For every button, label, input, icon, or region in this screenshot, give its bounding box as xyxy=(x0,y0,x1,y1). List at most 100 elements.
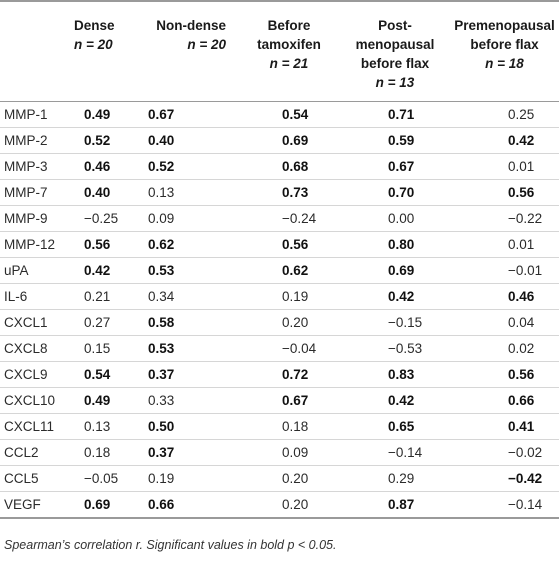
row-label: IL-6 xyxy=(0,283,70,310)
table-row: MMP-12 0.56 0.62 0.56 0.80 0.01 xyxy=(0,231,559,258)
row-label: CCL5 xyxy=(0,465,70,492)
table-cell: 0.20 xyxy=(238,465,340,492)
table-cell: 0.53 xyxy=(137,257,238,284)
table-cell: 0.42 xyxy=(450,127,559,154)
table-cell: 0.09 xyxy=(238,439,340,466)
row-label: MMP-3 xyxy=(0,153,70,180)
table-cell: 0.37 xyxy=(137,361,238,388)
table-cell: 0.41 xyxy=(450,413,559,440)
table-cell: 0.53 xyxy=(137,335,238,362)
table-cell: 0.13 xyxy=(70,413,137,440)
table-cell: 0.01 xyxy=(450,231,559,258)
table-cell: 0.49 xyxy=(70,387,137,414)
table-cell: 0.72 xyxy=(238,361,340,388)
row-label: CXCL1 xyxy=(0,309,70,336)
table-cell: 0.66 xyxy=(137,491,238,519)
table-cell: 0.56 xyxy=(450,179,559,206)
header-dense: Dense n = 20 xyxy=(70,0,137,102)
table-cell: −0.53 xyxy=(340,335,450,362)
table-row: MMP-2 0.52 0.40 0.69 0.59 0.42 xyxy=(0,127,559,154)
table-cell: 0.50 xyxy=(137,413,238,440)
table-header-row: Dense n = 20 Non-dense n = 20 Before tam… xyxy=(0,0,559,102)
table-cell: 0.46 xyxy=(70,153,137,180)
table-cell: 0.52 xyxy=(137,153,238,180)
row-label: MMP-12 xyxy=(0,231,70,258)
table-cell: 0.09 xyxy=(137,205,238,232)
row-label: MMP-9 xyxy=(0,205,70,232)
row-label: CXCL11 xyxy=(0,413,70,440)
table-cell: 0.80 xyxy=(340,231,450,258)
table-cell: 0.56 xyxy=(450,361,559,388)
table-cell: 0.33 xyxy=(137,387,238,414)
table-cell: −0.14 xyxy=(340,439,450,466)
table-row: CXCL9 0.54 0.37 0.72 0.83 0.56 xyxy=(0,361,559,388)
table-cell: 0.04 xyxy=(450,309,559,336)
header-before-tamoxifen: Before tamoxifen n = 21 xyxy=(238,0,340,102)
table-row: MMP-9 −0.25 0.09 −0.24 0.00 −0.22 xyxy=(0,205,559,232)
table-row: MMP-7 0.40 0.13 0.73 0.70 0.56 xyxy=(0,179,559,206)
table-cell: −0.22 xyxy=(450,205,559,232)
table-cell: 0.00 xyxy=(340,205,450,232)
table-cell: 0.67 xyxy=(238,387,340,414)
table-row: CXCL8 0.15 0.53 −0.04 −0.53 0.02 xyxy=(0,335,559,362)
table-cell: 0.27 xyxy=(70,309,137,336)
footnote: Spearman’s correlation r. Significant va… xyxy=(4,538,337,552)
row-label: CXCL8 xyxy=(0,335,70,362)
table-cell: 0.66 xyxy=(450,387,559,414)
header-postmenopausal: Post- menopausal before flax n = 13 xyxy=(340,0,450,102)
table-cell: 0.19 xyxy=(137,465,238,492)
table-row: uPA 0.42 0.53 0.62 0.69 −0.01 xyxy=(0,257,559,284)
table-cell: 0.42 xyxy=(340,283,450,310)
table-cell: 0.40 xyxy=(70,179,137,206)
table-row: MMP-1 0.49 0.67 0.54 0.71 0.25 xyxy=(0,101,559,128)
table-cell: 0.69 xyxy=(238,127,340,154)
table-cell: 0.18 xyxy=(70,439,137,466)
table-cell: −0.04 xyxy=(238,335,340,362)
table-row: CCL2 0.18 0.37 0.09 −0.14 −0.02 xyxy=(0,439,559,466)
row-label: CCL2 xyxy=(0,439,70,466)
table-row: CXCL11 0.13 0.50 0.18 0.65 0.41 xyxy=(0,413,559,440)
table-row: CXCL1 0.27 0.58 0.20 −0.15 0.04 xyxy=(0,309,559,336)
row-label: CXCL9 xyxy=(0,361,70,388)
table-row: CCL5 −0.05 0.19 0.20 0.29 −0.42 xyxy=(0,465,559,492)
table-row: MMP-3 0.46 0.52 0.68 0.67 0.01 xyxy=(0,153,559,180)
table-cell: 0.59 xyxy=(340,127,450,154)
table-cell: 0.37 xyxy=(137,439,238,466)
header-non-dense: Non-dense n = 20 xyxy=(137,0,238,102)
table-cell: −0.24 xyxy=(238,205,340,232)
table-cell: 0.71 xyxy=(340,101,450,128)
row-label: MMP-7 xyxy=(0,179,70,206)
table-cell: 0.54 xyxy=(70,361,137,388)
table-cell: 0.56 xyxy=(70,231,137,258)
table-cell: 0.68 xyxy=(238,153,340,180)
table-row: IL-6 0.21 0.34 0.19 0.42 0.46 xyxy=(0,283,559,310)
table-cell: 0.21 xyxy=(70,283,137,310)
row-label: MMP-1 xyxy=(0,101,70,128)
table-cell: −0.05 xyxy=(70,465,137,492)
table-cell: 0.58 xyxy=(137,309,238,336)
header-premenopausal: Premenopausal before flax n = 18 xyxy=(450,0,559,102)
table-cell: 0.65 xyxy=(340,413,450,440)
row-label: uPA xyxy=(0,257,70,284)
table-cell: 0.83 xyxy=(340,361,450,388)
table-cell: 0.19 xyxy=(238,283,340,310)
table-cell: 0.52 xyxy=(70,127,137,154)
table-cell: −0.14 xyxy=(450,491,559,519)
table-cell: 0.25 xyxy=(450,101,559,128)
table-cell: 0.69 xyxy=(70,491,137,519)
table-cell: −0.15 xyxy=(340,309,450,336)
table-cell: 0.02 xyxy=(450,335,559,362)
table-cell: 0.70 xyxy=(340,179,450,206)
row-label: MMP-2 xyxy=(0,127,70,154)
table-cell: 0.67 xyxy=(340,153,450,180)
table-cell: 0.20 xyxy=(238,309,340,336)
table-cell: 0.42 xyxy=(70,257,137,284)
row-label: VEGF xyxy=(0,491,70,519)
table-cell: 0.73 xyxy=(238,179,340,206)
table-cell: −0.02 xyxy=(450,439,559,466)
header-empty xyxy=(0,0,70,102)
table-cell: 0.20 xyxy=(238,491,340,519)
correlation-table: Dense n = 20 Non-dense n = 20 Before tam… xyxy=(0,0,559,519)
table-cell: 0.62 xyxy=(238,257,340,284)
